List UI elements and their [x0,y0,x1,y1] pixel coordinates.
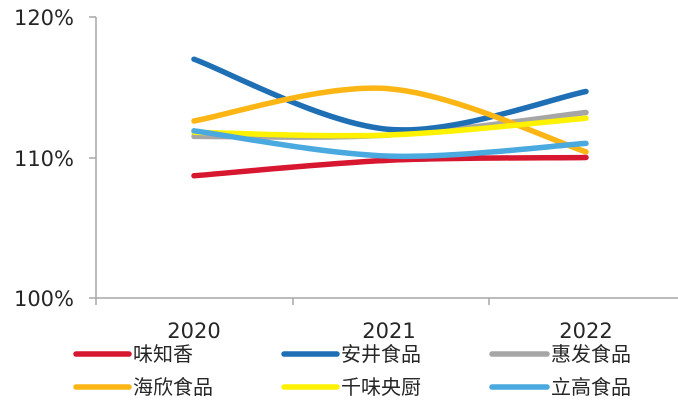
x-tick-label: 2022 [559,319,612,343]
legend-label: 立高食品 [551,375,631,399]
series-line-3 [191,85,589,155]
x-tick-label: 2020 [167,319,220,343]
y-tick-label: 120% [14,6,74,30]
series-line-1 [191,56,589,133]
legend-label: 安井食品 [341,342,421,366]
axes [89,16,678,305]
series-lines [191,56,589,179]
y-tick-label: 110% [14,147,74,171]
series-line-5 [191,128,589,160]
series-line-0 [191,154,589,179]
legend-label: 千味央厨 [341,375,421,399]
legend-label: 海欣食品 [133,375,213,399]
y-tick-label: 100% [14,287,74,311]
legend-label: 惠发食品 [551,342,631,366]
y-tick-labels: 120% 110% 100% [14,6,74,311]
x-tick-label: 2021 [362,319,415,343]
series-line-4 [191,115,589,139]
legend-label: 味知香 [133,342,193,366]
x-tick-labels: 2020 2021 2022 [167,319,612,343]
